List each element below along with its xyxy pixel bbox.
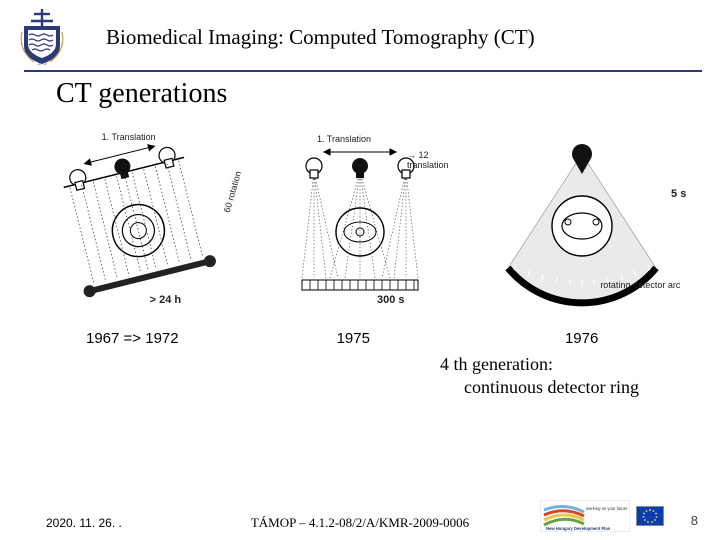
year-gen3: 1976 bbox=[565, 330, 598, 347]
gen4-line2: continuous detector ring bbox=[440, 376, 720, 399]
diagram-gen3: rotating detector arc 5 s bbox=[480, 132, 690, 312]
diagram-row: 1. Translation 60 rotation > 24 h bbox=[22, 132, 698, 312]
sponsor-text: working on your future bbox=[586, 506, 628, 511]
diagram-gen1: 1. Translation 60 rotation > 24 h bbox=[30, 132, 240, 312]
gen4-line1: 4 th generation: bbox=[440, 354, 553, 374]
university-logo: 375 bbox=[14, 8, 70, 66]
eu-flag-icon bbox=[636, 506, 664, 526]
slide-header: 375 Biomedical Imaging: Computed Tomogra… bbox=[0, 0, 720, 66]
gen1-translation-label: 1. Translation bbox=[102, 132, 156, 142]
year-gen2: 1975 bbox=[337, 330, 370, 347]
slide-subtitle: CT generations bbox=[56, 78, 720, 110]
gen2-rotation-label: → 12 translation bbox=[407, 150, 463, 170]
year-row: 1967 => 1972 1975 1976 bbox=[0, 330, 720, 347]
slide-footer: 2020. 11. 26. . TÁMOP – 4.1.2-08/2/A/KMR… bbox=[0, 516, 720, 530]
gen1-time-label: > 24 h bbox=[150, 294, 182, 306]
diagram-gen2: 1. Translation → 12 translation 300 s bbox=[255, 132, 465, 312]
slide-title: Biomedical Imaging: Computed Tomography … bbox=[106, 25, 535, 50]
page-number: 8 bbox=[691, 513, 698, 528]
year-gen1: 1967 => 1972 bbox=[86, 330, 179, 347]
gen3-detector-label: rotating detector arc bbox=[600, 280, 690, 290]
gen4-text: 4 th generation: continuous detector rin… bbox=[440, 353, 720, 398]
footer-date: 2020. 11. 26. . bbox=[46, 516, 122, 530]
logo-anniversary-text: 375 bbox=[38, 61, 47, 66]
header-rule bbox=[24, 70, 702, 72]
footer-code: TÁMOP – 4.1.2-08/2/A/KMR-2009-0006 bbox=[251, 515, 469, 531]
gen2-time-label: 300 s bbox=[377, 294, 405, 306]
sponsor-logo: working on your future New Hungary Devel… bbox=[540, 500, 630, 532]
sponsor-block: working on your future New Hungary Devel… bbox=[540, 500, 664, 532]
gen3-time-label: 5 s bbox=[671, 188, 686, 200]
gen2-translation-label: 1. Translation bbox=[317, 134, 371, 144]
sponsor-sub: New Hungary Development Plan bbox=[546, 526, 611, 531]
